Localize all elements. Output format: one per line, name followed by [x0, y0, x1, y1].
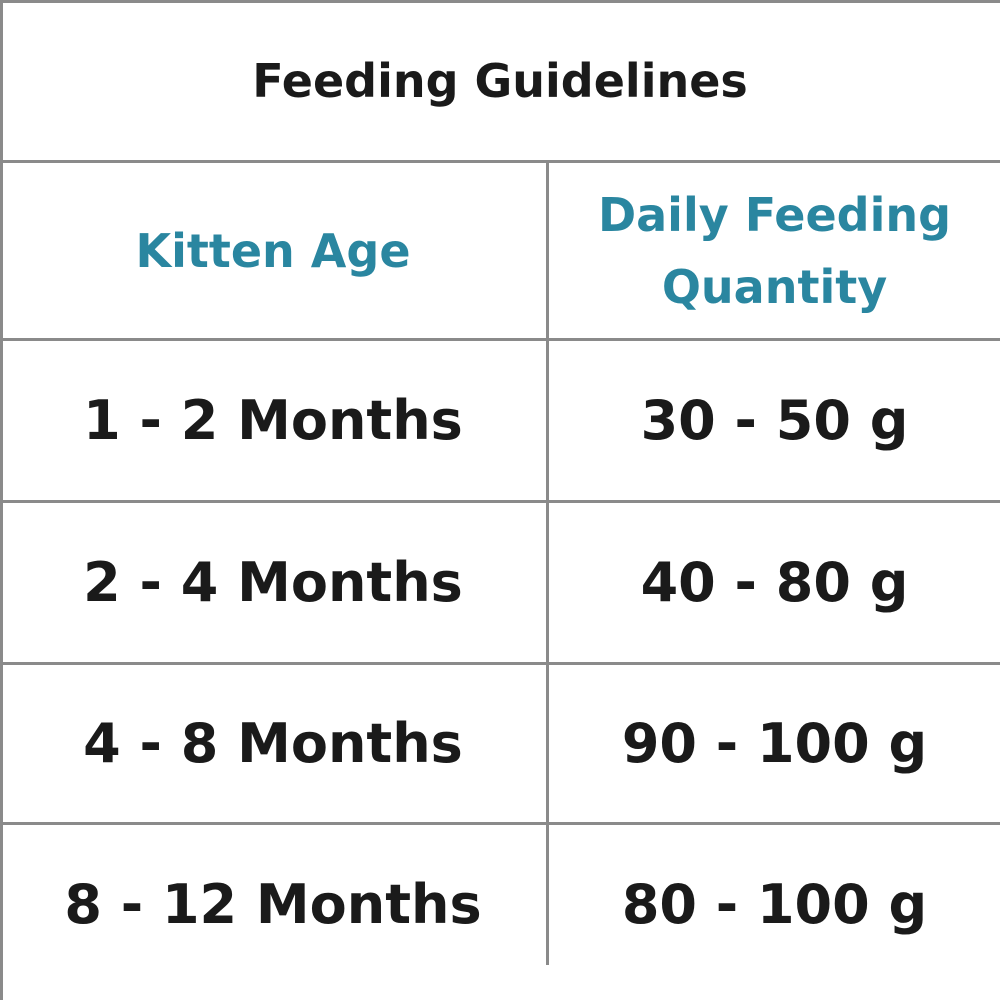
table-cell: 30 - 50 g — [640, 389, 909, 452]
row-divider — [0, 662, 1000, 665]
column-header: Daily Feeding Quantity — [597, 187, 952, 314]
border — [0, 0, 1000, 3]
title: Feeding Guidelines — [252, 54, 748, 108]
row-divider — [0, 500, 1000, 503]
table-cell: 4 - 8 Months — [83, 712, 463, 775]
row-divider — [0, 338, 1000, 341]
row-divider — [0, 160, 1000, 163]
column-header: Kitten Age — [135, 223, 411, 278]
column-divider — [546, 160, 549, 965]
table-cell: 8 - 12 Months — [64, 872, 482, 936]
table-cell: 1 - 2 Months — [83, 389, 463, 452]
table-cell: 2 - 4 Months — [83, 551, 463, 614]
table-cell: 80 - 100 g — [621, 872, 928, 936]
table-cell: 40 - 80 g — [640, 551, 909, 614]
row-divider — [0, 822, 1000, 825]
table-cell: 90 - 100 g — [621, 712, 928, 775]
